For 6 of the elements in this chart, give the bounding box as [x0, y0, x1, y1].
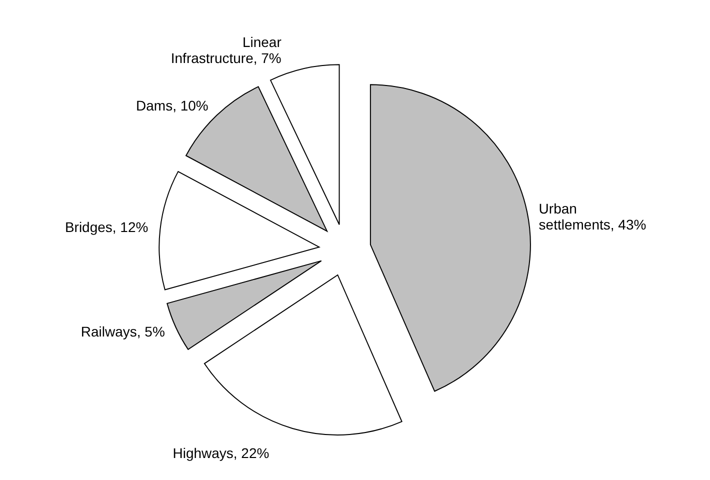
slice-label: Dams, 10%	[136, 98, 208, 114]
slice-label: Highways, 22%	[172, 444, 270, 461]
slice-label: Urban settlements, 43%	[538, 200, 646, 232]
slice-label: Railways, 5%	[80, 323, 165, 340]
slice-label: Linear Infrastructure, 7%	[170, 34, 282, 66]
slice-label: Bridges, 12%	[64, 219, 148, 236]
